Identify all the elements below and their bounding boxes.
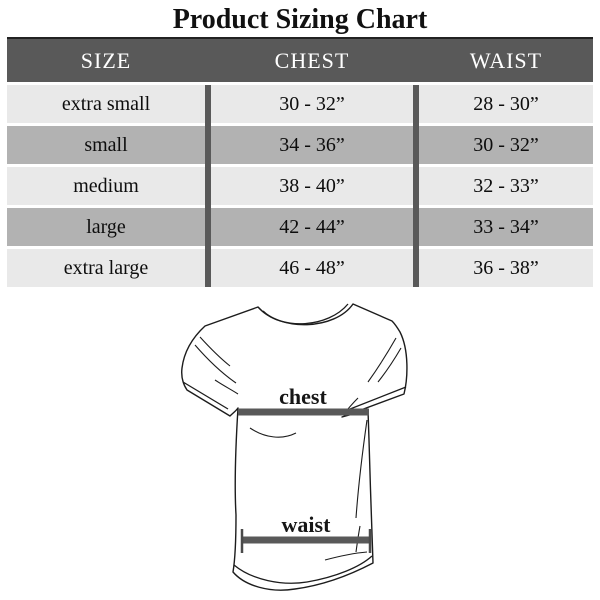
waist-cell: 36 - 38”: [419, 249, 593, 287]
table-row: small 34 - 36” 30 - 32”: [7, 126, 593, 164]
size-cell: large: [7, 208, 205, 246]
table-row: extra large 46 - 48” 36 - 38”: [7, 249, 593, 287]
waist-cell: 30 - 32”: [419, 126, 593, 164]
tshirt-illustration: chest waist: [181, 303, 408, 591]
left-cuff-line: [182, 381, 229, 410]
column-divider: [413, 85, 419, 287]
waist-measure-label: waist: [282, 512, 332, 537]
waist-cell: 32 - 33”: [419, 167, 593, 205]
size-cell: medium: [7, 167, 205, 205]
chest-measure-label: chest: [279, 384, 327, 409]
table-header-row: SIZE CHEST WAIST: [7, 37, 593, 82]
column-header-waist: WAIST: [469, 47, 543, 73]
column-header-chest: CHEST: [274, 47, 350, 73]
chest-cell: 38 - 40”: [211, 167, 413, 205]
page-title: Product Sizing Chart: [172, 4, 428, 35]
size-cell: small: [7, 126, 205, 164]
tshirt-measurement-diagram: chest waist: [120, 290, 480, 600]
collar-band-line: [262, 303, 349, 325]
tshirt-outline: [181, 303, 408, 591]
column-divider: [205, 85, 211, 287]
chest-cell: 30 - 32”: [211, 85, 413, 123]
chest-cell: 46 - 48”: [211, 249, 413, 287]
chest-cell: 42 - 44”: [211, 208, 413, 246]
column-header-size: SIZE: [80, 47, 132, 73]
table-row: medium 38 - 40” 32 - 33”: [7, 167, 593, 205]
size-cell: extra large: [7, 249, 205, 287]
table-row: extra small 30 - 32” 28 - 30”: [7, 85, 593, 123]
chest-cell: 34 - 36”: [211, 126, 413, 164]
table-row: large 42 - 44” 33 - 34”: [7, 208, 593, 246]
sizing-table: SIZE CHEST WAIST extra small 30 - 32” 28…: [7, 37, 593, 287]
right-cuff-line: [344, 386, 407, 412]
waist-cell: 28 - 30”: [419, 85, 593, 123]
hem-band-line: [233, 555, 373, 584]
waist-cell: 33 - 34”: [419, 208, 593, 246]
size-cell: extra small: [7, 85, 205, 123]
table-body: extra small 30 - 32” 28 - 30” small 34 -…: [7, 85, 593, 287]
